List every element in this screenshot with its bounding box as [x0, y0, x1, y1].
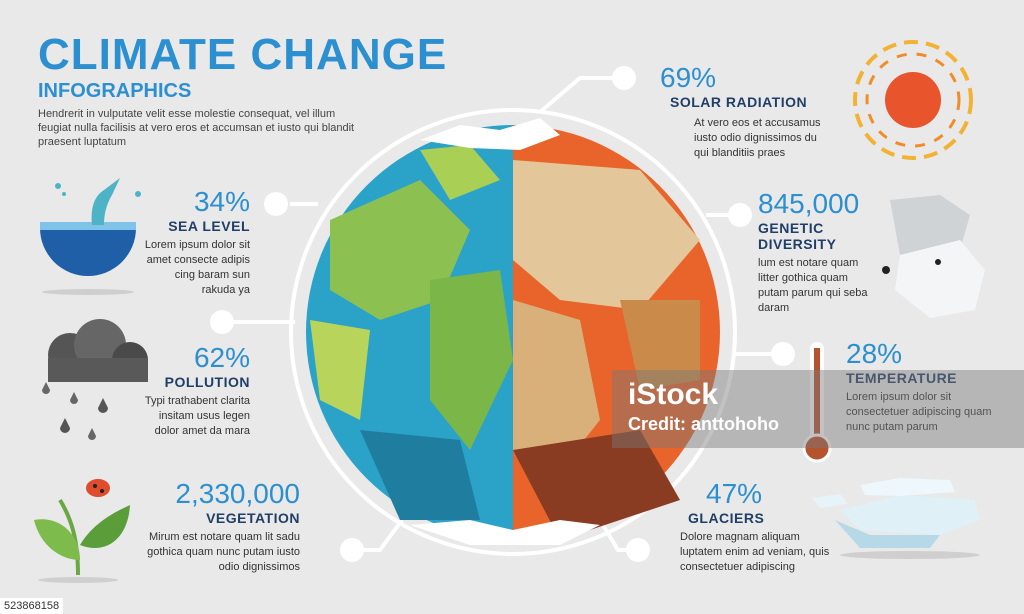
temperature-label: TEMPERATURE — [846, 370, 958, 386]
sea-level-label: SEA LEVEL — [168, 218, 250, 234]
image-id-badge: 523868158 — [0, 598, 64, 614]
vegetation-value: 2,330,000 — [175, 478, 300, 509]
page-subtitle: INFOGRAPHICS — [38, 80, 192, 102]
sea-level-block: 34% SEA LEVEL Lorem ipsum dolor sit amet… — [140, 186, 250, 298]
genetic-diversity-label: GENETIC DIVERSITY — [758, 220, 837, 252]
temperature-value: 28% — [846, 338, 903, 369]
leaf-ladybug-icon — [34, 479, 130, 583]
temperature-block: 28% TEMPERATURE Lorem ipsum dolor sit co… — [846, 338, 996, 435]
watermark-credit: Credit: anttohoho — [628, 414, 779, 434]
glaciers-block: 47% GLACIERS Dolore magnam aliquam lupta… — [680, 478, 830, 575]
vegetation-block: 2,330,000 VEGETATION Mirum est notare qu… — [140, 478, 300, 575]
solar-radiation-block: 69% SOLAR RADIATION At vero eos et accus… — [660, 62, 830, 161]
genetic-diversity-value: 845,000 — [758, 188, 860, 219]
whale-icon — [40, 178, 141, 295]
watermark-brand: iStock — [628, 378, 719, 411]
sea-level-value: 34% — [193, 186, 250, 217]
genetic-diversity-desc: lum est notare quam litter gothica quam … — [758, 257, 868, 314]
solar-radiation-value: 69% — [660, 62, 717, 93]
cloud-rain-icon — [42, 319, 148, 440]
pollution-label: POLLUTION — [164, 374, 250, 390]
polar-bear-icon — [882, 195, 985, 318]
pollution-value: 62% — [193, 342, 250, 373]
glacier-icon — [812, 478, 980, 559]
solar-radiation-desc: At vero eos et accusamus iusto odio dign… — [694, 117, 821, 159]
page-title: CLIMATE CHANGE — [38, 30, 448, 79]
glaciers-desc: Dolore magnam aliquam luptatem enim ad v… — [680, 531, 830, 573]
thermometer-icon — [802, 342, 832, 463]
genetic-diversity-block: 845,000 GENETIC DIVERSITY lum est notare… — [758, 188, 888, 316]
earth-globe — [306, 118, 720, 545]
temperature-desc: Lorem ipsum dolor sit consectetuer adipi… — [846, 391, 992, 433]
pollution-block: 62% POLLUTION Typi trathabent clarita in… — [140, 342, 250, 439]
sun-icon — [853, 40, 973, 160]
glaciers-value: 47% — [706, 478, 763, 509]
intro-text: Hendrerit in vulputate velit esse molest… — [38, 108, 355, 148]
sea-level-desc: Lorem ipsum dolor sit amet consecte adip… — [144, 239, 250, 296]
watermark-overlay: iStock Credit: anttohoho — [612, 370, 1024, 448]
pollution-desc: Typi trathabent clarita insitam usus leg… — [144, 395, 250, 437]
solar-radiation-label: SOLAR RADIATION — [670, 94, 808, 110]
vegetation-label: VEGETATION — [206, 510, 300, 526]
vegetation-desc: Mirum est notare quam lit sadu gothica q… — [147, 531, 300, 573]
glaciers-label: GLACIERS — [688, 510, 765, 526]
